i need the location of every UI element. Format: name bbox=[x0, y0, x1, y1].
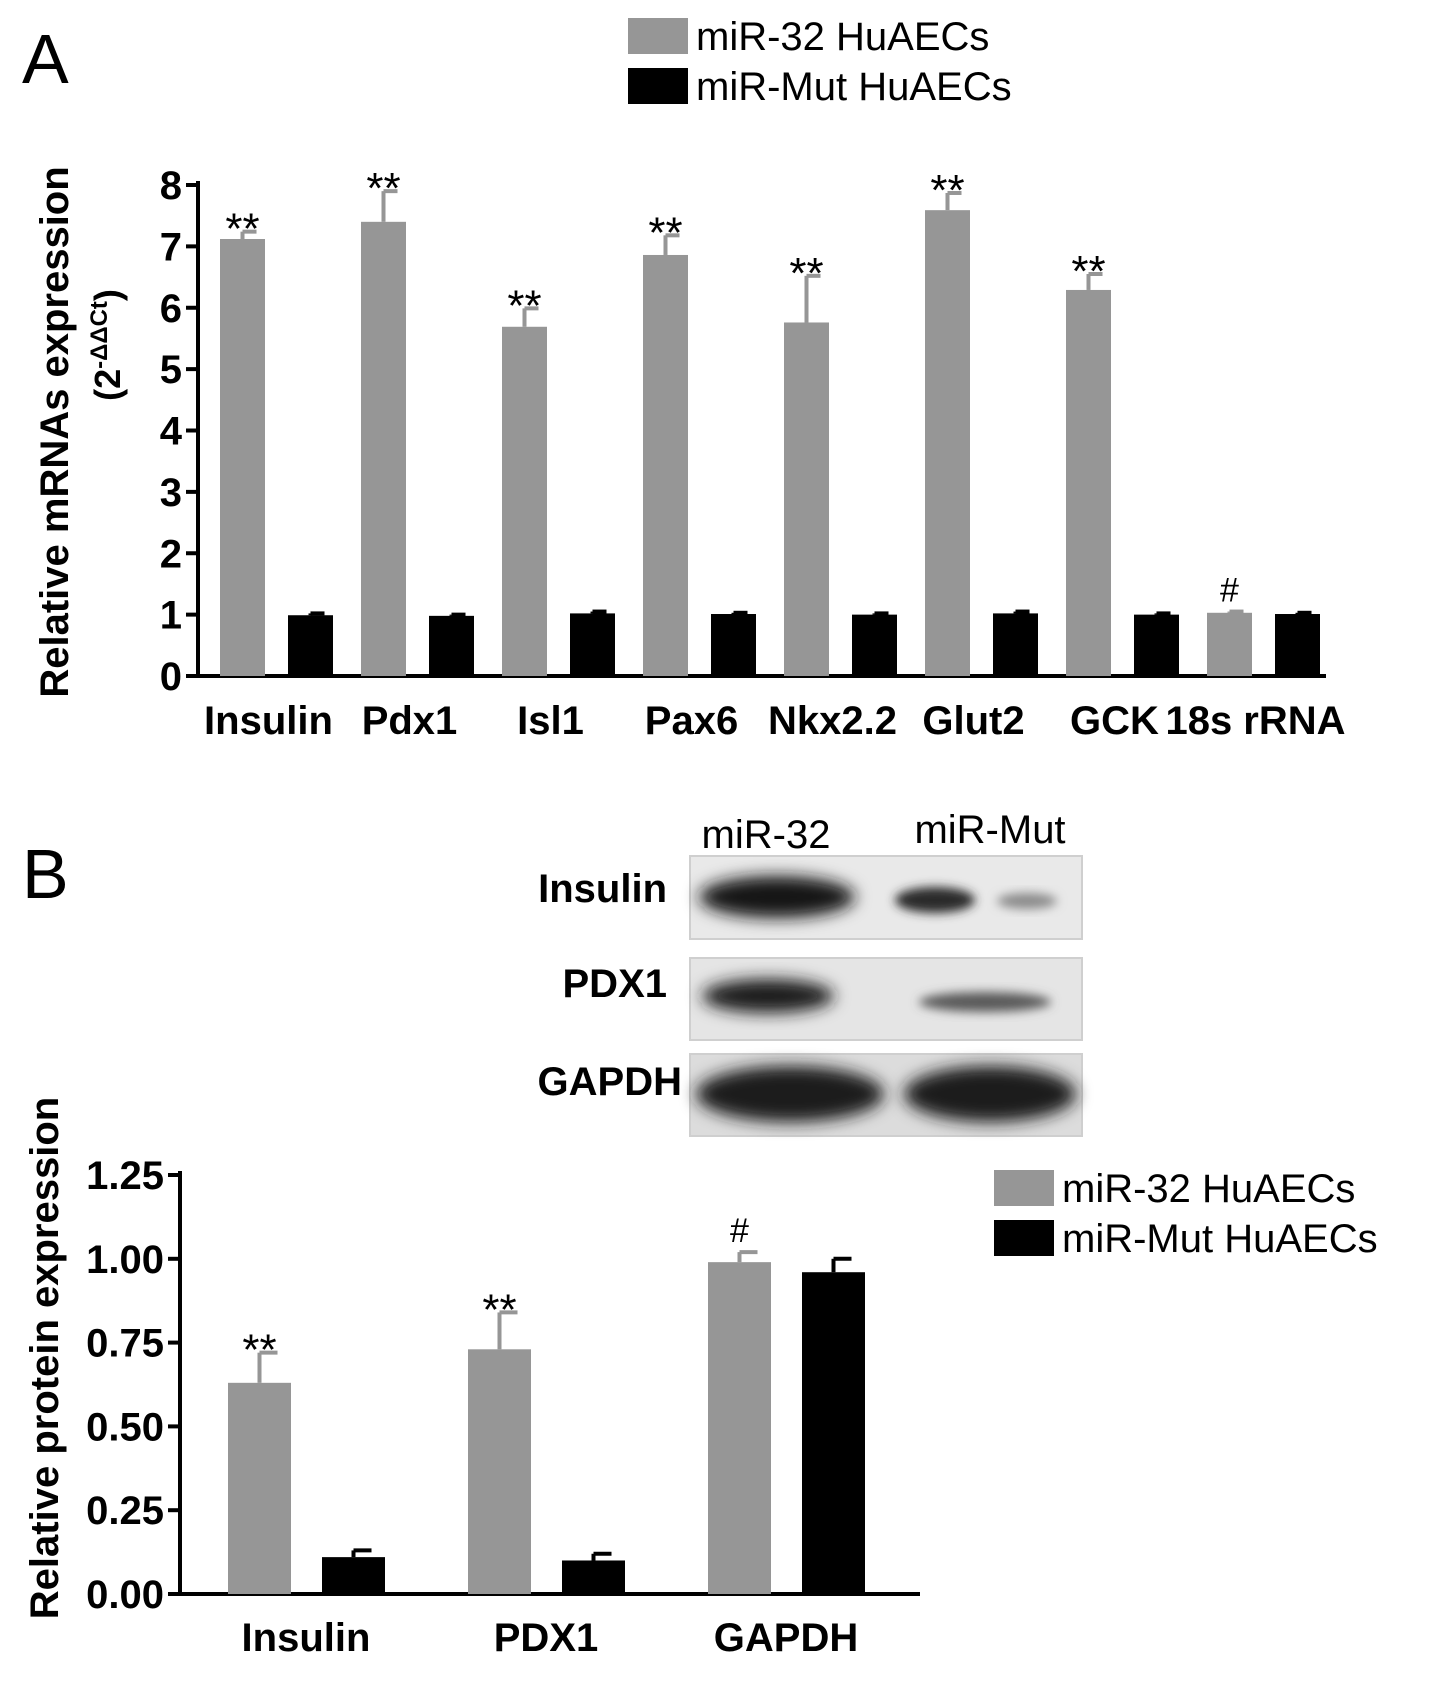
legend-a: miR-32 HuAECs miR-Mut HuAECs bbox=[628, 15, 1012, 109]
legend-b: miR-32 HuAECs miR-Mut HuAECs bbox=[994, 1167, 1378, 1261]
chart-a-bar-mirmut bbox=[993, 613, 1038, 676]
chart-a-x-tick-label: GCK bbox=[1070, 699, 1159, 743]
panel-a-label: A bbox=[22, 20, 69, 98]
blot-band-gapdh-mir32 bbox=[696, 1066, 884, 1122]
legend-b-label-mir32: miR-32 HuAECs bbox=[1062, 1167, 1355, 1211]
chart-a-bar-mirmut bbox=[711, 614, 756, 676]
panel-b-label: B bbox=[22, 835, 69, 913]
chart-a-y-tick-label: 3 bbox=[160, 471, 182, 515]
chart-a-annotation: ** bbox=[225, 205, 259, 254]
legend-a-swatch-mir32 bbox=[628, 18, 688, 54]
chart-a-bar-mirmut bbox=[1134, 614, 1179, 676]
chart-a-bar-mirmut bbox=[288, 615, 333, 676]
chart-a-x-tick-label: Pdx1 bbox=[362, 699, 458, 743]
chart-a-x-tick-label: Glut2 bbox=[922, 699, 1024, 743]
blot-band-insulin-mirmut bbox=[895, 887, 975, 913]
chart-a-x-tick-label: Pax6 bbox=[645, 699, 738, 743]
chart-a-annotation: ** bbox=[1071, 247, 1105, 296]
chart-b-annotation: ** bbox=[242, 1326, 276, 1375]
chart-b-bar-mir32 bbox=[708, 1262, 771, 1594]
legend-b-label-mirmut: miR-Mut HuAECs bbox=[1062, 1217, 1378, 1261]
chart-a-x-tick-label: Insulin bbox=[204, 699, 333, 743]
chart-b-y-tick-label: 0.75 bbox=[86, 1322, 164, 1366]
chart-a-annotation: # bbox=[1220, 572, 1239, 610]
legend-a-label-mir32: miR-32 HuAECs bbox=[696, 15, 989, 59]
chart-a-bar-mir32 bbox=[361, 221, 406, 676]
blot-row-label-gapdh: GAPDH bbox=[538, 1060, 682, 1104]
chart-b-y-tick-label: 1.25 bbox=[86, 1154, 164, 1198]
chart-b-y-tick-label: 1.00 bbox=[86, 1238, 164, 1282]
chart-b-y-tick-label: 0.50 bbox=[86, 1405, 164, 1449]
chart-a-y-tick-label: 4 bbox=[160, 410, 183, 454]
chart-a-bar-mir32 bbox=[643, 254, 688, 676]
blot-band-gapdh-mirmut bbox=[904, 1066, 1076, 1122]
y-axis-subtitle-a-suffix: ) bbox=[87, 289, 128, 301]
plot-a: 0 1 2 3 4 5 6 7 8 ** Insulin ** Pdx1 ** Isl1 ** Pax6 ** Nk… bbox=[160, 164, 1346, 743]
chart-a-y-tick-label: 5 bbox=[160, 348, 182, 392]
chart-b-x-tick-label: Insulin bbox=[242, 1616, 371, 1660]
chart-b-bar-mir32 bbox=[468, 1349, 531, 1594]
western-blot: miR-32 miR-Mut Insulin PDX1 GAPDH bbox=[538, 808, 1083, 1137]
y-axis-title-a: Relative mRNAs expression bbox=[33, 166, 77, 697]
chart-b-bar-mirmut bbox=[322, 1557, 385, 1594]
chart-a-bar-mirmut bbox=[852, 614, 897, 676]
chart-a-x-tick-label: 18s rRNA bbox=[1165, 699, 1345, 743]
blot-lane-label-mirmut: miR-Mut bbox=[914, 808, 1065, 852]
chart-b-y-tick-label: 0.00 bbox=[86, 1573, 164, 1617]
y-axis-title-b: Relative protein expression bbox=[23, 1097, 67, 1619]
y-axis-subtitle-a: (2-ΔΔCt) bbox=[86, 289, 128, 401]
blot-band-insulin-mir32 bbox=[699, 876, 855, 918]
blot-row-label-insulin: Insulin bbox=[538, 867, 667, 911]
chart-a-bar-mir32 bbox=[502, 326, 547, 676]
blot-lane-label-mir32: miR-32 bbox=[702, 813, 831, 857]
chart-a-y-tick-label: 8 bbox=[160, 164, 182, 208]
legend-b-swatch-mirmut bbox=[994, 1220, 1054, 1256]
chart-a-x-tick-label: Isl1 bbox=[517, 699, 584, 743]
chart-a-annotation: ** bbox=[789, 249, 823, 298]
chart-b-y-tick-label: 0.25 bbox=[86, 1489, 164, 1533]
blot-band-pdx1-mirmut bbox=[919, 992, 1051, 1012]
legend-a-swatch-mirmut bbox=[628, 68, 688, 104]
chart-a-y-tick-label: 7 bbox=[160, 225, 182, 269]
chart-a-bar-mir32 bbox=[1066, 289, 1111, 676]
chart-a-bar-mirmut bbox=[1275, 614, 1320, 676]
blot-band-insulin-mirmut-faint bbox=[997, 893, 1057, 909]
chart-b-x-tick-label: PDX1 bbox=[494, 1616, 599, 1660]
chart-a-bar-mirmut bbox=[429, 615, 474, 676]
chart-a-bar-mir32 bbox=[784, 322, 829, 676]
blot-row-label-pdx1: PDX1 bbox=[563, 962, 668, 1006]
chart-a-annotation: ** bbox=[930, 166, 964, 215]
chart-b-bar-mirmut bbox=[562, 1560, 625, 1594]
plot-b: 0.00 0.25 0.50 0.75 1.00 1.25 ** Insulin ** PDX1 #… bbox=[86, 1154, 920, 1660]
chart-a-annotation: ** bbox=[648, 208, 682, 257]
chart-a-bar-mir32 bbox=[1207, 612, 1252, 676]
chart-b-x-tick-label: GAPDH bbox=[714, 1616, 858, 1660]
chart-a-y-tick-label: 2 bbox=[160, 532, 182, 576]
chart-a-y-tick-label: 6 bbox=[160, 287, 182, 331]
chart-a-bar-mir32 bbox=[925, 210, 970, 676]
chart-a-bar-mirmut bbox=[570, 613, 615, 676]
y-axis-subtitle-a-sup: -ΔΔCt bbox=[86, 301, 113, 369]
chart-b-annotation: # bbox=[730, 1212, 749, 1250]
chart-b-annotation: ** bbox=[482, 1285, 516, 1334]
chart-b-bar-mir32 bbox=[228, 1382, 291, 1594]
chart-a-y-tick-label: 0 bbox=[160, 655, 182, 699]
legend-a-label-mirmut: miR-Mut HuAECs bbox=[696, 65, 1012, 109]
chart-b-bar-mirmut bbox=[802, 1272, 865, 1594]
chart-a-annotation: ** bbox=[366, 164, 400, 213]
y-axis-subtitle-a-prefix: (2 bbox=[87, 369, 128, 401]
chart-a-annotation: ** bbox=[507, 281, 541, 330]
panel-a: A miR-32 HuAECs miR-Mut HuAECs Relative … bbox=[22, 15, 1346, 743]
blot-band-pdx1-mir32 bbox=[702, 979, 834, 1013]
chart-a-y-tick-label: 1 bbox=[160, 594, 182, 638]
legend-b-swatch-mir32 bbox=[994, 1170, 1054, 1206]
chart-a-bar-mir32 bbox=[220, 239, 265, 676]
panel-b: B miR-32 miR-Mut Insulin PDX1 GAPDH bbox=[22, 808, 1378, 1660]
chart-a-x-tick-label: Nkx2.2 bbox=[768, 699, 897, 743]
